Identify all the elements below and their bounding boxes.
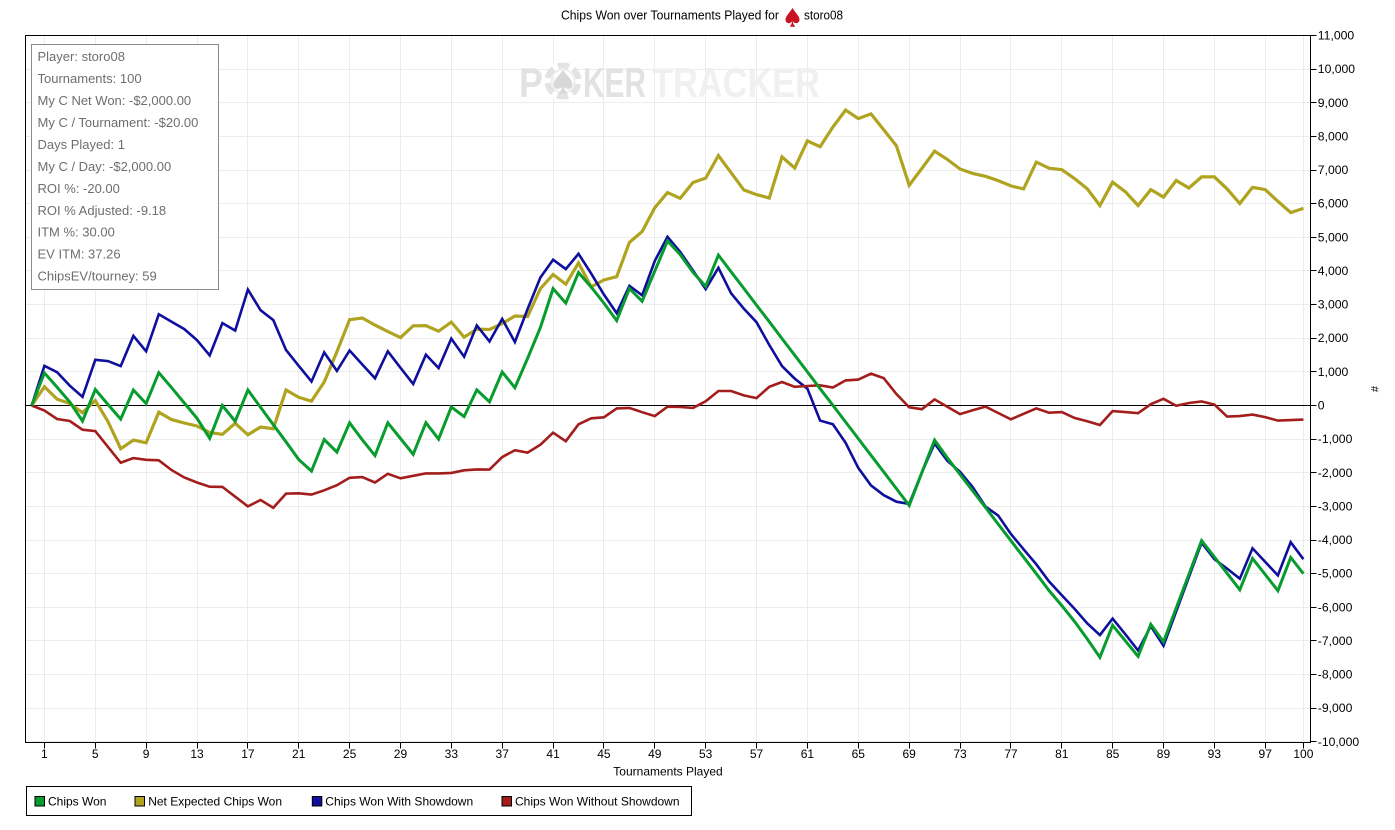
svg-text:73: 73 <box>953 747 967 761</box>
svg-text:Chips Won Without Showdown: Chips Won Without Showdown <box>515 795 680 809</box>
svg-text:17: 17 <box>241 747 255 761</box>
svg-text:-6,000: -6,000 <box>1318 600 1353 614</box>
svg-text:65: 65 <box>852 747 866 761</box>
svg-text:69: 69 <box>902 747 916 761</box>
svg-text:9: 9 <box>143 747 150 761</box>
svg-text:41: 41 <box>546 747 560 761</box>
svg-text:-2,000: -2,000 <box>1318 466 1353 480</box>
svg-text:37: 37 <box>496 747 510 761</box>
svg-text:5: 5 <box>92 747 99 761</box>
svg-text:8,000: 8,000 <box>1318 129 1349 143</box>
svg-text:89: 89 <box>1157 747 1171 761</box>
svg-text:0: 0 <box>1318 399 1325 413</box>
svg-text:My C / Tournament: -$20.00: My C / Tournament: -$20.00 <box>38 115 199 130</box>
svg-text:1: 1 <box>41 747 48 761</box>
svg-text:ITM %: 30.00: ITM %: 30.00 <box>38 225 115 240</box>
svg-text:1,000: 1,000 <box>1318 365 1349 379</box>
svg-text:25: 25 <box>343 747 357 761</box>
svg-text:ChipsEV/tourney: 59: ChipsEV/tourney: 59 <box>38 269 157 284</box>
svg-text:Tournaments Played: Tournaments Played <box>613 765 722 779</box>
svg-text:My C Net Won: -$2,000.00: My C Net Won: -$2,000.00 <box>38 93 192 108</box>
svg-text:53: 53 <box>699 747 713 761</box>
svg-text:4,000: 4,000 <box>1318 264 1349 278</box>
svg-text:93: 93 <box>1208 747 1222 761</box>
svg-text:-1,000: -1,000 <box>1318 432 1353 446</box>
svg-text:KER: KER <box>583 59 646 106</box>
svg-text:33: 33 <box>445 747 459 761</box>
svg-text:6,000: 6,000 <box>1318 197 1349 211</box>
svg-text:Chips Won over Tournaments Pla: Chips Won over Tournaments Played for <box>561 9 779 23</box>
svg-text:-4,000: -4,000 <box>1318 533 1353 547</box>
svg-text:3,000: 3,000 <box>1318 298 1349 312</box>
svg-text:29: 29 <box>394 747 408 761</box>
svg-text:49: 49 <box>648 747 662 761</box>
svg-text:-8,000: -8,000 <box>1318 668 1353 682</box>
svg-text:9,000: 9,000 <box>1318 96 1349 110</box>
svg-text:45: 45 <box>597 747 611 761</box>
svg-text:10,000: 10,000 <box>1318 62 1355 76</box>
svg-text:2,000: 2,000 <box>1318 331 1349 345</box>
svg-text:Chips Won: Chips Won <box>48 795 106 809</box>
svg-text:TRACKER: TRACKER <box>652 59 820 106</box>
svg-text:Chips Won With Showdown: Chips Won With Showdown <box>325 795 473 809</box>
svg-text:77: 77 <box>1004 747 1018 761</box>
svg-text:storo08: storo08 <box>804 9 843 23</box>
svg-text:#: # <box>1368 386 1380 393</box>
svg-text:57: 57 <box>750 747 764 761</box>
svg-text:Player: storo08: Player: storo08 <box>38 49 125 64</box>
svg-text:97: 97 <box>1259 747 1273 761</box>
svg-text:Days Played: 1: Days Played: 1 <box>38 137 125 152</box>
svg-text:EV ITM: 37.26: EV ITM: 37.26 <box>38 247 121 262</box>
svg-text:Tournaments: 100: Tournaments: 100 <box>38 71 142 86</box>
svg-text:13: 13 <box>190 747 204 761</box>
svg-text:ROI %: -20.00: ROI %: -20.00 <box>38 181 120 196</box>
svg-text:-9,000: -9,000 <box>1318 701 1353 715</box>
svg-text:-7,000: -7,000 <box>1318 634 1353 648</box>
svg-text:21: 21 <box>292 747 306 761</box>
svg-text:My C / Day: -$2,000.00: My C / Day: -$2,000.00 <box>38 159 172 174</box>
svg-text:61: 61 <box>801 747 815 761</box>
svg-text:7,000: 7,000 <box>1318 163 1349 177</box>
svg-text:-10,000: -10,000 <box>1318 735 1360 749</box>
svg-text:81: 81 <box>1055 747 1069 761</box>
svg-text:Net Expected Chips Won: Net Expected Chips Won <box>148 795 282 809</box>
svg-text:100: 100 <box>1293 747 1313 761</box>
svg-text:5,000: 5,000 <box>1318 230 1349 244</box>
svg-text:-5,000: -5,000 <box>1318 567 1353 581</box>
svg-text:P: P <box>519 59 543 106</box>
svg-text:11,000: 11,000 <box>1318 29 1355 43</box>
svg-text:-3,000: -3,000 <box>1318 499 1353 513</box>
svg-text:85: 85 <box>1106 747 1120 761</box>
svg-text:ROI % Adjusted: -9.18: ROI % Adjusted: -9.18 <box>38 203 167 218</box>
